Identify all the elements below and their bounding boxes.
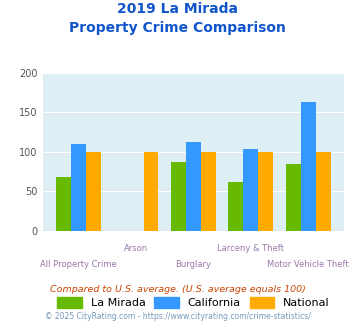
Bar — [171, 162, 186, 231]
Bar — [258, 152, 273, 231]
Text: Compared to U.S. average. (U.S. average equals 100): Compared to U.S. average. (U.S. average … — [50, 285, 305, 294]
Text: Larceny & Theft: Larceny & Theft — [217, 244, 284, 253]
Text: Motor Vehicle Theft: Motor Vehicle Theft — [267, 259, 349, 269]
Bar — [301, 102, 316, 231]
Bar — [229, 182, 244, 231]
Text: Burglary: Burglary — [175, 259, 212, 269]
Text: © 2025 CityRating.com - https://www.cityrating.com/crime-statistics/: © 2025 CityRating.com - https://www.city… — [45, 312, 310, 321]
Bar — [316, 152, 331, 231]
Text: 2019 La Mirada: 2019 La Mirada — [117, 2, 238, 16]
Bar — [86, 152, 101, 231]
Bar — [56, 177, 71, 231]
Bar — [186, 142, 201, 231]
Bar — [143, 152, 158, 231]
Bar — [71, 144, 86, 231]
Text: Arson: Arson — [124, 244, 148, 253]
Bar — [244, 149, 258, 231]
Text: All Property Crime: All Property Crime — [40, 259, 117, 269]
Bar — [286, 164, 301, 231]
Text: Property Crime Comparison: Property Crime Comparison — [69, 21, 286, 35]
Bar — [201, 152, 216, 231]
Legend: La Mirada, California, National: La Mirada, California, National — [57, 297, 330, 308]
